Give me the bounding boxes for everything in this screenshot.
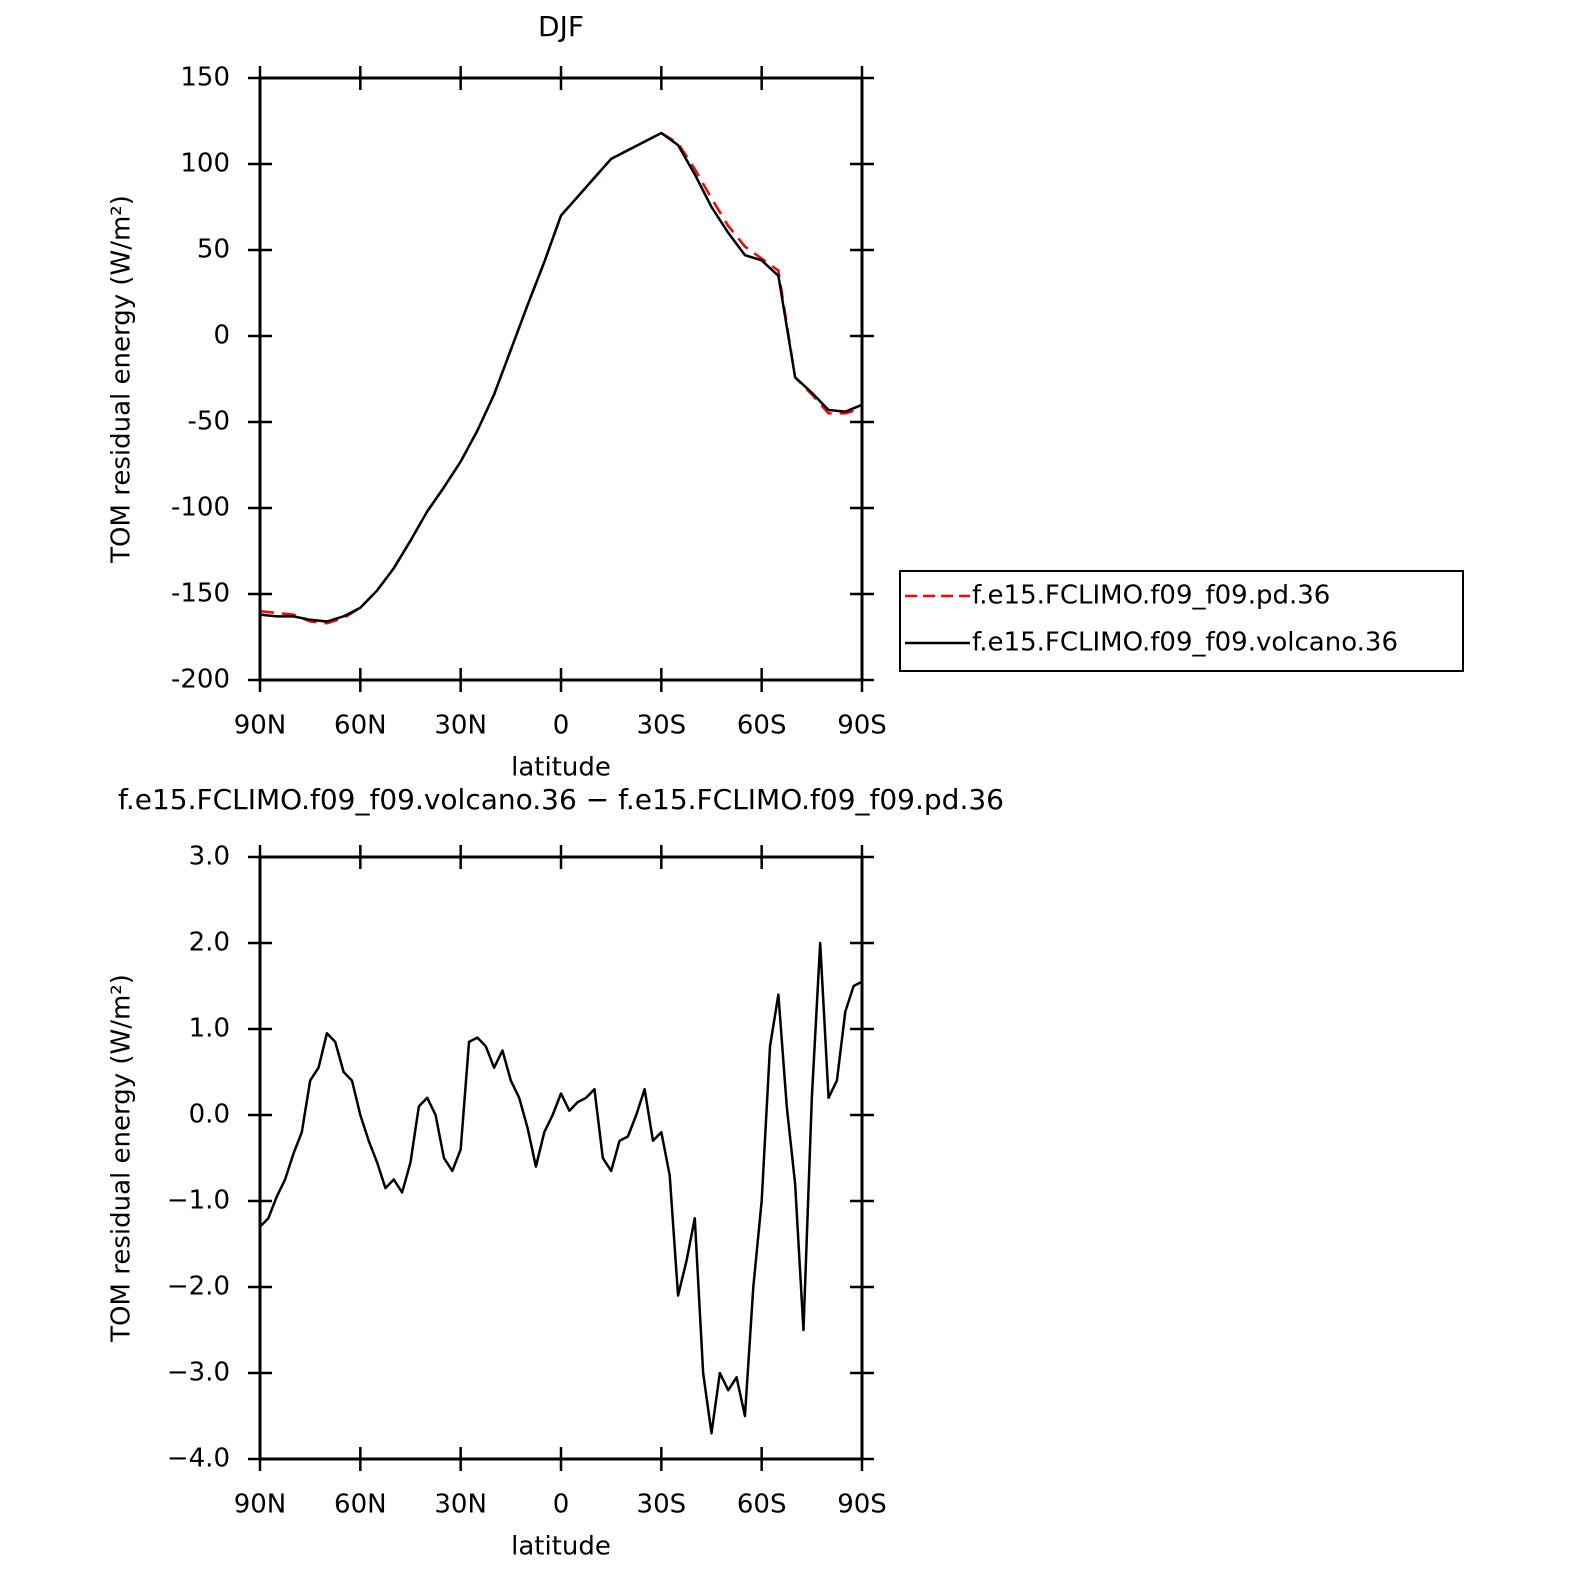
y-tick-label: 0 <box>213 321 230 351</box>
plot-frame <box>258 76 864 682</box>
x-tick-label: 60S <box>737 1490 787 1520</box>
series-line <box>259 131 863 623</box>
y-axis-label: TOM residual energy (W/m²) <box>107 195 137 564</box>
legend-label: f.e15.FCLIMO.f09_f09.volcano.36 <box>972 628 1398 658</box>
x-tick-label: 90S <box>837 711 887 741</box>
x-tick-label: 30S <box>637 1490 687 1520</box>
y-tick-label: 0.0 <box>189 1100 230 1130</box>
x-tick-label: 30N <box>434 711 487 741</box>
y-tick-label: 2.0 <box>189 928 230 958</box>
x-tick-label: 90N <box>234 711 287 741</box>
chart-title: DJF <box>538 10 584 43</box>
legend-box <box>899 570 1464 672</box>
x-tick-label: 30S <box>637 711 687 741</box>
x-tick-label: 30N <box>434 1490 487 1520</box>
x-tick-label: 60N <box>334 1490 387 1520</box>
series-line <box>259 941 863 1435</box>
y-tick-label: −3.0 <box>167 1358 230 1388</box>
x-tick-label: 90S <box>837 1490 887 1520</box>
x-axis-label: latitude <box>511 753 611 783</box>
legend-label: f.e15.FCLIMO.f09_f09.pd.36 <box>972 581 1330 611</box>
y-tick-label: 3.0 <box>189 842 230 872</box>
y-tick-label: −4.0 <box>167 1444 230 1474</box>
y-tick-label: 100 <box>180 149 230 179</box>
y-tick-label: −2.0 <box>167 1272 230 1302</box>
x-tick-label: 0 <box>553 1490 570 1520</box>
series-line <box>259 131 863 625</box>
y-tick-label: -50 <box>188 407 230 437</box>
x-tick-label: 0 <box>553 711 570 741</box>
y-tick-label: -200 <box>171 665 230 695</box>
y-tick-label: 50 <box>197 235 230 265</box>
y-tick-label: -100 <box>171 493 230 523</box>
y-tick-label: −1.0 <box>167 1186 230 1216</box>
y-axis-label: TOM residual energy (W/m²) <box>107 974 137 1343</box>
y-tick-label: -150 <box>171 579 230 609</box>
y-tick-label: 1.0 <box>189 1014 230 1044</box>
x-tick-label: 90N <box>234 1490 287 1520</box>
x-tick-label: 60S <box>737 711 787 741</box>
plot-frame <box>258 855 864 1461</box>
chart-title: f.e15.FCLIMO.f09_f09.volcano.36 − f.e15.… <box>118 783 1004 816</box>
y-tick-label: 150 <box>180 63 230 93</box>
x-axis-label: latitude <box>511 1532 611 1562</box>
x-tick-label: 60N <box>334 711 387 741</box>
